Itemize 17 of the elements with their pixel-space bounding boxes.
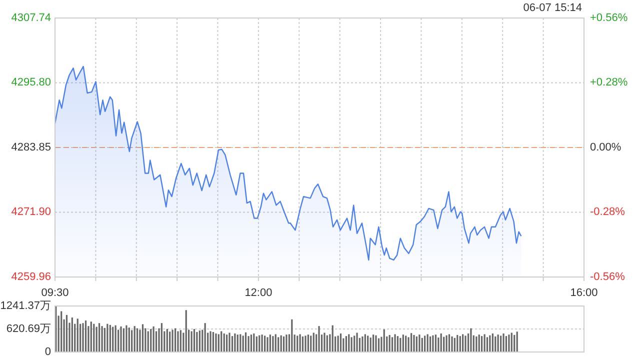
y2-tick-label: -0.56% bbox=[590, 270, 626, 283]
y-tick-label: 4271.90 bbox=[11, 206, 51, 218]
y2-tick-label: +0.56% bbox=[590, 12, 628, 24]
y2-tick-label: +0.28% bbox=[590, 76, 628, 89]
y-tick-label: 4295.80 bbox=[11, 76, 51, 89]
x-tick-label: 09:30 bbox=[41, 286, 69, 299]
y-tick-label: 1241.37万 bbox=[0, 300, 51, 312]
x-tick-label: 12:00 bbox=[244, 286, 272, 299]
y-tick-label: 4283.85 bbox=[11, 141, 51, 154]
y-tick-label: 0 bbox=[44, 346, 51, 358]
x-tick-label: 16:00 bbox=[570, 286, 598, 299]
y-tick-label: 620.69万 bbox=[6, 322, 51, 335]
text: 06-07 15:14 bbox=[523, 2, 582, 14]
y2-tick-label: 0.00% bbox=[590, 141, 622, 154]
y2-tick-label: -0.28% bbox=[590, 206, 626, 218]
y-tick-label: 4307.74 bbox=[11, 12, 51, 24]
y-tick-label: 4259.96 bbox=[11, 270, 51, 283]
